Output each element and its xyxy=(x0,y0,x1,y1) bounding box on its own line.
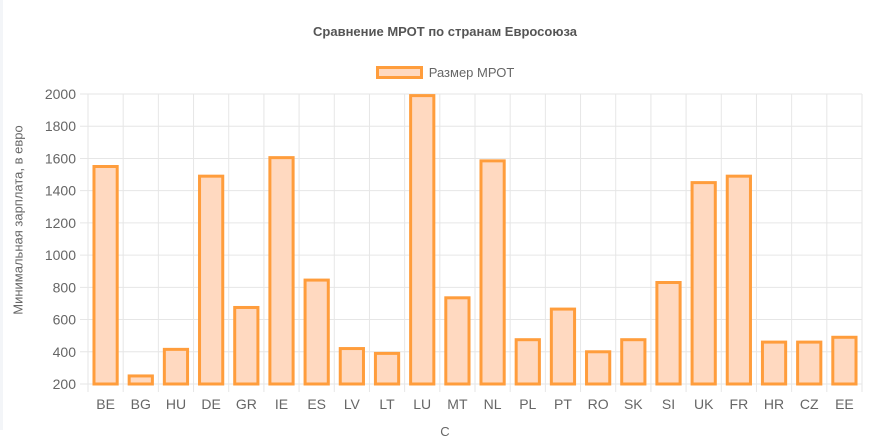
x-tick-label: GR xyxy=(236,396,257,412)
bars xyxy=(92,94,858,386)
bar-BG xyxy=(127,374,154,386)
x-tick-label: SK xyxy=(624,396,643,412)
legend[interactable]: Размер МРОТ xyxy=(0,64,890,82)
x-tick-label: MT xyxy=(447,396,468,412)
y-tick-label: 400 xyxy=(53,344,77,360)
x-tick-label: NL xyxy=(484,396,502,412)
x-tick-label: ES xyxy=(307,396,326,412)
bar-IE xyxy=(268,156,295,386)
x-tick-label: BE xyxy=(96,396,115,412)
bar-HU xyxy=(162,347,190,386)
bar-MT xyxy=(444,296,471,386)
x-tick-label: LT xyxy=(379,396,395,412)
x-tick-label: IE xyxy=(275,396,288,412)
y-tick-label: 1000 xyxy=(45,247,76,263)
x-tick-label: EE xyxy=(835,396,854,412)
bar-BE xyxy=(92,165,119,386)
chart-title: Сравнение МРОТ по странам Евросоюза xyxy=(313,24,577,39)
bar-SK xyxy=(620,338,647,386)
x-tick-label: BG xyxy=(131,396,151,412)
bar-LV xyxy=(338,347,365,386)
bar-NL xyxy=(479,159,506,386)
bar-GR xyxy=(233,305,260,386)
x-tick-label: PL xyxy=(519,396,536,412)
x-tick-label: CZ xyxy=(800,396,819,412)
x-tick-label: SI xyxy=(662,396,675,412)
bar-FR xyxy=(725,174,752,386)
x-tick-label: HU xyxy=(166,396,186,412)
page-edge xyxy=(0,0,3,430)
y-tick-label: 800 xyxy=(53,279,77,295)
bar-DE xyxy=(198,174,225,386)
x-tick-label: RO xyxy=(588,396,609,412)
x-tick-label: FR xyxy=(730,396,749,412)
y-tick-label: 1800 xyxy=(45,118,76,134)
bar-LU xyxy=(409,94,436,386)
x-tick-label: DE xyxy=(201,396,220,412)
y-axis: 200 400 600 800 1000 1200 1400 1600 1800 2000 xyxy=(45,86,76,392)
bar-PT xyxy=(549,307,577,386)
bar-PL xyxy=(514,338,541,386)
x-tick-label: LU xyxy=(413,396,431,412)
x-tick-label: HR xyxy=(764,396,784,412)
y-tick-label: 1400 xyxy=(45,183,76,199)
bar-ES xyxy=(303,278,330,386)
legend-label[interactable]: Размер МРОТ xyxy=(428,65,515,80)
y-tick-label: 1200 xyxy=(45,215,76,231)
bar-LT xyxy=(373,351,401,386)
y-tick-label: 2000 xyxy=(45,86,76,102)
bar-RO xyxy=(585,350,612,386)
x-tick-label: PT xyxy=(554,396,572,412)
x-tick-label: UK xyxy=(694,396,714,412)
bar-CZ xyxy=(796,340,823,386)
y-tick-label: 600 xyxy=(53,312,77,328)
bar-HR xyxy=(760,340,788,386)
x-axis: BE BG HU DE GR IE ES LV LT LU MT NL PL PT RO SK SI UK FR HR… xyxy=(96,396,854,412)
bar-UK xyxy=(690,181,717,386)
x-tick-label: LV xyxy=(344,396,361,412)
bar-SI xyxy=(655,281,682,386)
y-tick-label: 1600 xyxy=(45,150,76,166)
bar-EE xyxy=(831,335,858,386)
legend-swatch[interactable] xyxy=(375,66,423,79)
y-tick-label: 200 xyxy=(53,376,77,392)
